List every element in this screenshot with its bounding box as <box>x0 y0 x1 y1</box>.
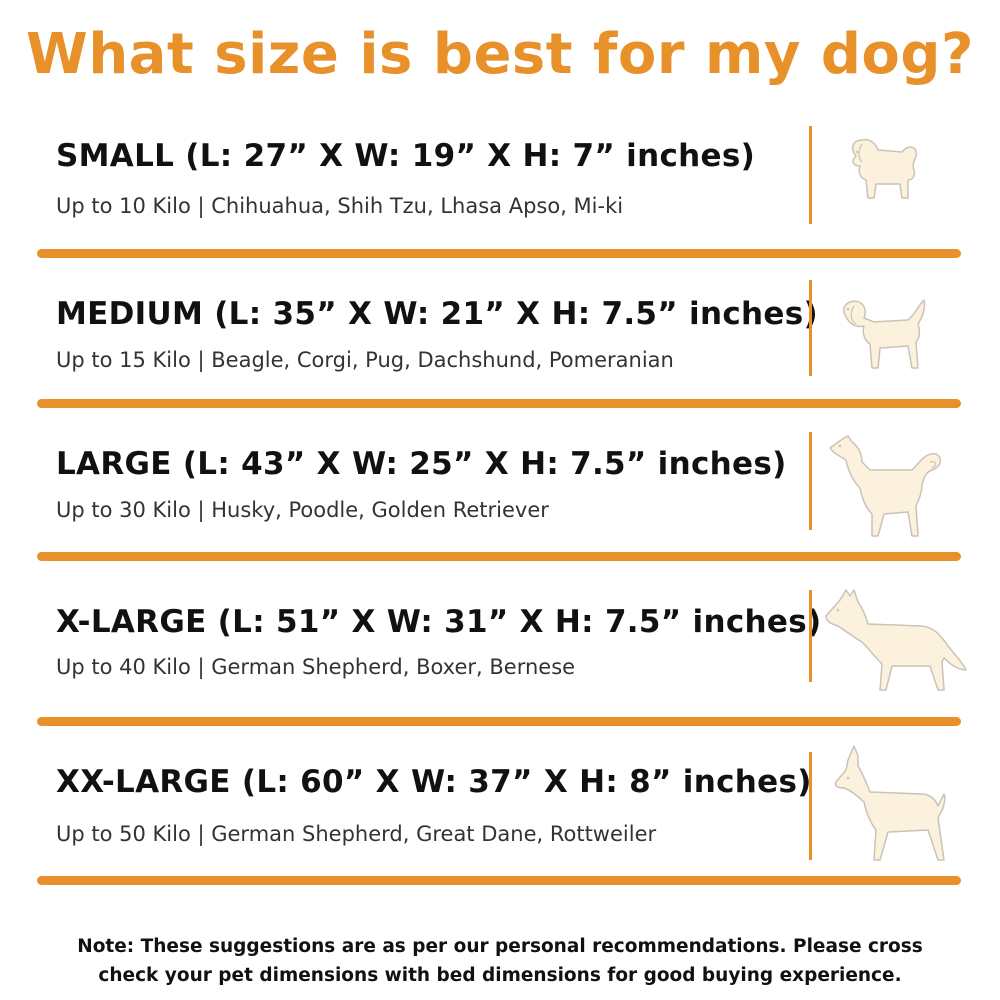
size-heading: SMALL (L: 27” X W: 19” X H: 7” inches) <box>56 138 756 174</box>
size-row-large: LARGE (L: 43” X W: 25” X H: 7.5” inches)… <box>0 432 1000 606</box>
size-heading: X-LARGE (L: 51” X W: 31” X H: 7.5” inche… <box>56 604 822 640</box>
divider-vertical <box>809 126 812 224</box>
small-dog-icon <box>842 136 924 208</box>
size-description: Up to 40 Kilo | German Shepherd, Boxer, … <box>56 655 576 679</box>
divider-bar <box>37 249 961 258</box>
divider-vertical <box>809 280 812 376</box>
size-heading: XX-LARGE (L: 60” X W: 37” X H: 8” inches… <box>56 764 812 800</box>
xlarge-dog-icon <box>820 586 968 696</box>
size-heading: LARGE (L: 43” X W: 25” X H: 7.5” inches) <box>56 446 787 482</box>
size-description: Up to 30 Kilo | Husky, Poodle, Golden Re… <box>56 498 549 522</box>
divider-bar <box>37 717 961 726</box>
divider-bar <box>37 876 961 885</box>
divider-bar <box>37 552 961 561</box>
page-title: What size is best for my dog? <box>26 22 974 87</box>
size-description: Up to 50 Kilo | German Shepherd, Great D… <box>56 822 657 846</box>
size-description: Up to 10 Kilo | Chihuahua, Shih Tzu, Lha… <box>56 194 624 218</box>
size-row-medium: MEDIUM (L: 35” X W: 21” X H: 7.5” inches… <box>0 280 1000 456</box>
size-row-xxlarge: XX-LARGE (L: 60” X W: 37” X H: 8” inches… <box>0 745 1000 924</box>
xxlarge-dog-icon <box>826 742 958 866</box>
divider-vertical <box>809 590 812 682</box>
size-heading: MEDIUM (L: 35” X W: 21” X H: 7.5” inches… <box>56 296 818 332</box>
large-dog-icon <box>826 432 946 542</box>
size-row-small: SMALL (L: 27” X W: 19” X H: 7” inches) U… <box>0 126 1000 298</box>
note-line: check your pet dimensions with bed dimen… <box>98 965 902 986</box>
divider-vertical <box>809 432 812 530</box>
medium-dog-icon <box>834 294 934 374</box>
divider-vertical <box>809 752 812 860</box>
divider-bar <box>37 399 961 408</box>
size-row-xlarge: X-LARGE (L: 51” X W: 31” X H: 7.5” inche… <box>0 589 1000 764</box>
disclaimer-note: Note: These suggestions are as per our p… <box>0 932 1000 990</box>
note-line: Note: These suggestions are as per our p… <box>77 936 923 957</box>
size-description: Up to 15 Kilo | Beagle, Corgi, Pug, Dach… <box>56 348 674 372</box>
